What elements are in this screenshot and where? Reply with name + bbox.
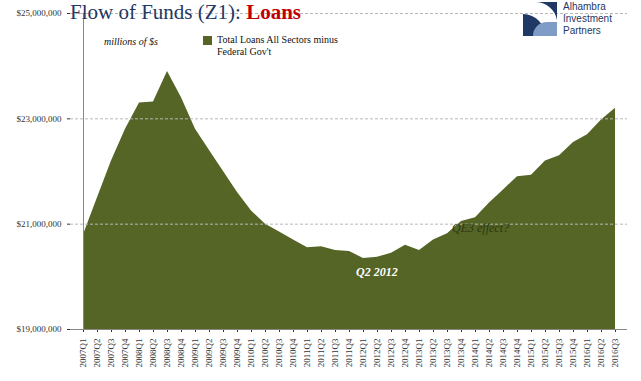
- svg-text:2007Q3: 2007Q3: [106, 338, 116, 367]
- svg-text:2014Q1: 2014Q1: [470, 339, 480, 368]
- svg-text:2009Q4: 2009Q4: [232, 338, 242, 367]
- svg-text:2016Q1: 2016Q1: [582, 339, 592, 368]
- svg-text:2011Q3: 2011Q3: [330, 338, 340, 367]
- svg-text:2012Q3: 2012Q3: [386, 338, 396, 367]
- svg-text:2016Q2: 2016Q2: [596, 339, 606, 368]
- svg-text:$23,000,000: $23,000,000: [17, 114, 63, 124]
- svg-text:2010Q3: 2010Q3: [274, 338, 284, 367]
- svg-text:2007Q2: 2007Q2: [92, 339, 102, 368]
- svg-text:2008Q3: 2008Q3: [162, 338, 172, 367]
- svg-text:2011Q2: 2011Q2: [316, 339, 326, 368]
- svg-text:2015Q4: 2015Q4: [568, 338, 578, 367]
- html-text:Flow of Funds (Z1): Loans: Flow of Funds (Z1): Loans: [70, 0, 301, 24]
- svg-text:2007Q4: 2007Q4: [120, 338, 130, 367]
- svg-text:2008Q1: 2008Q1: [134, 339, 144, 368]
- svg-text:2009Q1: 2009Q1: [190, 339, 200, 368]
- svg-text:2013Q1: 2013Q1: [414, 339, 424, 368]
- svg-text:2015Q2: 2015Q2: [540, 339, 550, 368]
- svg-text:2014Q4: 2014Q4: [512, 338, 522, 367]
- svg-text:$21,000,000: $21,000,000: [17, 219, 63, 229]
- svg-text:2010Q4: 2010Q4: [288, 338, 298, 367]
- svg-text:2007Q1: 2007Q1: [78, 339, 88, 368]
- svg-text:2013Q3: 2013Q3: [442, 338, 452, 367]
- svg-text:2010Q2: 2010Q2: [260, 339, 270, 368]
- svg-text:2014Q3: 2014Q3: [498, 338, 508, 367]
- html-text:Alhambra Investment Partners: Alhambra Investment Partners: [563, 1, 612, 36]
- svg-text:2012Q2: 2012Q2: [372, 339, 382, 368]
- svg-text:$19,000,000: $19,000,000: [17, 324, 63, 334]
- html-text:QE3 effect?: QE3 effect?: [452, 221, 509, 235]
- html-text:Total Loans All Sectors minus: Total Loans All Sectors minus Federal Go…: [217, 34, 338, 57]
- svg-text:2008Q4: 2008Q4: [176, 338, 186, 367]
- svg-text:2011Q4: 2011Q4: [344, 338, 354, 367]
- html-text:Q2 2012: Q2 2012: [356, 265, 398, 279]
- svg-text:2013Q4: 2013Q4: [456, 338, 466, 367]
- svg-text:2013Q2: 2013Q2: [428, 339, 438, 368]
- svg-text:2011Q1: 2011Q1: [302, 339, 312, 368]
- html-text:millions of $s: millions of $s: [104, 36, 158, 47]
- svg-text:2009Q3: 2009Q3: [218, 338, 228, 367]
- svg-text:2009Q2: 2009Q2: [204, 339, 214, 368]
- svg-text:2010Q1: 2010Q1: [246, 339, 256, 368]
- svg-text:2015Q1: 2015Q1: [526, 339, 536, 368]
- svg-text:2012Q4: 2012Q4: [400, 338, 410, 367]
- svg-text:2008Q2: 2008Q2: [148, 339, 158, 368]
- svg-text:2016Q3: 2016Q3: [610, 338, 620, 367]
- svg-text:2015Q3: 2015Q3: [554, 338, 564, 367]
- svg-text:2012Q1: 2012Q1: [358, 339, 368, 368]
- svg-text:$25,000,000: $25,000,000: [17, 8, 63, 18]
- svg-text:2014Q2: 2014Q2: [484, 339, 494, 368]
